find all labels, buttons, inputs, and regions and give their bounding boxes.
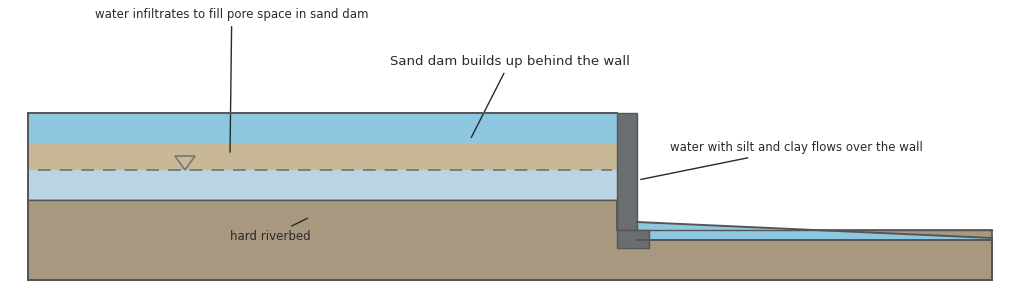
- Polygon shape: [637, 222, 992, 240]
- Text: hard riverbed: hard riverbed: [230, 218, 310, 243]
- Text: Sand dam builds up behind the wall: Sand dam builds up behind the wall: [390, 55, 630, 138]
- Polygon shape: [617, 230, 649, 248]
- Polygon shape: [28, 113, 617, 143]
- Polygon shape: [28, 143, 617, 170]
- Polygon shape: [28, 170, 617, 200]
- Text: water infiltrates to fill pore space in sand dam: water infiltrates to fill pore space in …: [95, 8, 369, 152]
- Polygon shape: [28, 200, 992, 280]
- Polygon shape: [617, 113, 637, 230]
- Text: water with silt and clay flows over the wall: water with silt and clay flows over the …: [641, 141, 923, 179]
